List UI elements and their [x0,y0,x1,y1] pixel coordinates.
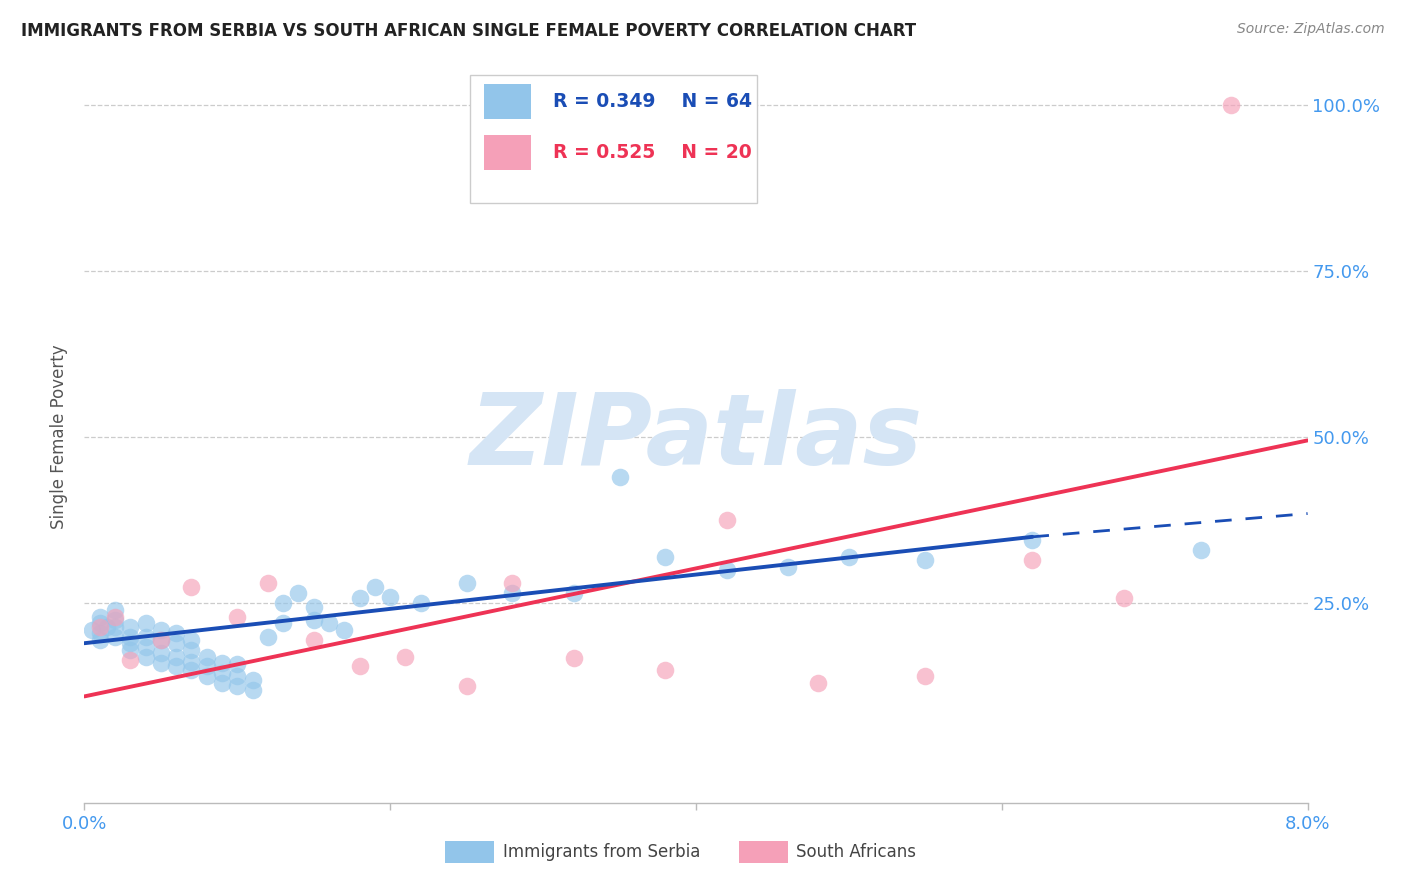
Point [456,680,478,694]
Point [180,643,202,657]
Point [1220,97,1243,112]
Point [104,630,127,644]
Text: ZIPatlas: ZIPatlas [470,389,922,485]
Point [180,655,202,669]
Point [120,636,142,650]
Y-axis label: Single Female Poverty: Single Female Poverty [51,345,69,529]
Point [180,663,202,677]
Point [271,616,294,631]
Point [135,616,157,631]
Point [149,632,172,647]
Point [104,609,127,624]
Point [165,636,187,650]
FancyBboxPatch shape [484,84,531,119]
Point [165,659,187,673]
Point [609,470,631,484]
Point [502,586,524,600]
Point [135,649,157,664]
Point [838,549,860,564]
Point [89,632,111,647]
Point [165,649,187,664]
Point [716,563,738,577]
Point [654,549,676,564]
FancyBboxPatch shape [484,135,531,170]
Point [716,513,738,527]
Point [149,632,172,647]
Point [1189,543,1212,558]
Point [226,680,249,694]
Point [165,626,187,640]
Point [257,630,280,644]
Point [394,649,416,664]
Text: IMMIGRANTS FROM SERBIA VS SOUTH AFRICAN SINGLE FEMALE POVERTY CORRELATION CHART: IMMIGRANTS FROM SERBIA VS SOUTH AFRICAN … [21,22,917,40]
FancyBboxPatch shape [446,841,494,863]
Point [776,559,799,574]
Point [562,586,585,600]
Point [257,576,280,591]
Point [135,630,157,644]
Point [1021,553,1043,567]
Point [149,646,172,660]
Point [195,649,218,664]
Point [242,682,264,697]
Point [149,623,172,637]
Point [226,669,249,683]
Point [135,640,157,654]
Point [318,616,340,631]
Point [333,623,356,637]
Point [104,603,127,617]
Point [120,653,142,667]
Point [89,619,111,633]
Point [349,591,371,605]
Point [562,650,585,665]
Point [211,656,233,670]
Point [1114,591,1136,605]
Point [120,619,142,633]
Point [104,613,127,627]
Point [226,657,249,672]
Point [409,596,432,610]
Point [120,630,142,644]
Point [180,580,202,594]
Point [287,586,309,600]
Text: R = 0.349    N = 64: R = 0.349 N = 64 [553,92,752,111]
Point [380,590,402,604]
FancyBboxPatch shape [470,75,758,203]
Point [349,659,371,673]
Text: Immigrants from Serbia: Immigrants from Serbia [503,843,700,861]
Point [195,669,218,683]
Point [914,669,936,683]
Point [226,609,249,624]
Point [180,632,202,647]
Text: South Africans: South Africans [796,843,917,861]
Point [104,619,127,633]
Point [456,576,478,591]
Point [80,623,103,637]
Point [302,613,325,627]
Point [89,616,111,631]
Point [302,632,325,647]
Point [195,659,218,673]
Point [96,619,118,633]
Point [502,576,524,591]
Point [149,656,172,670]
Point [89,609,111,624]
Text: R = 0.525    N = 20: R = 0.525 N = 20 [553,143,752,162]
Point [654,663,676,677]
Point [242,673,264,687]
Point [807,676,830,690]
Point [89,626,111,640]
Text: Source: ZipAtlas.com: Source: ZipAtlas.com [1237,22,1385,37]
Point [302,599,325,614]
Point [120,643,142,657]
Point [1021,533,1043,548]
FancyBboxPatch shape [738,841,787,863]
Point [211,666,233,681]
Point [271,596,294,610]
Point [211,676,233,690]
Point [914,553,936,567]
Point [364,580,387,594]
